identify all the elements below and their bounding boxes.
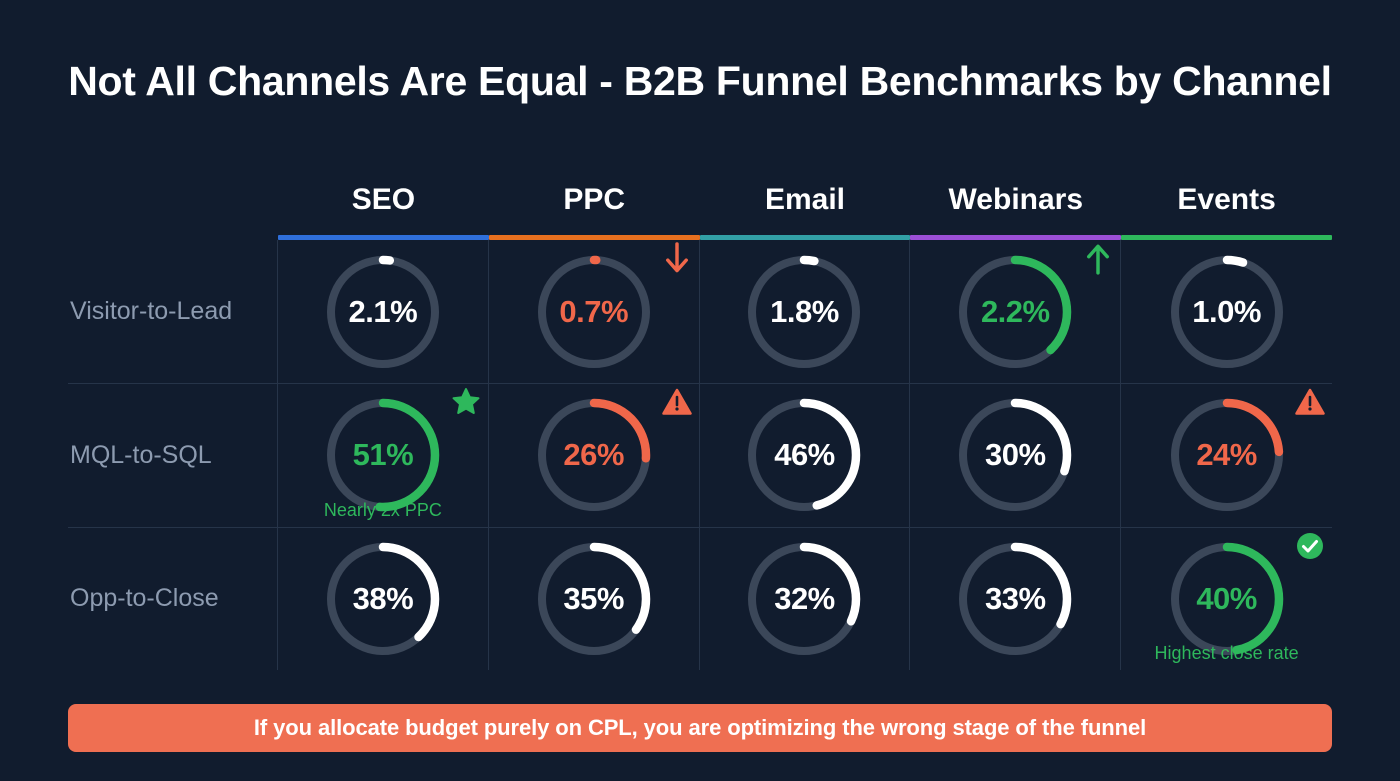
donut-gauge: 30% bbox=[951, 391, 1079, 519]
takeaway-banner-text: If you allocate budget purely on CPL, yo… bbox=[253, 715, 1147, 740]
gauge-value: 26% bbox=[563, 437, 624, 473]
column-header-label: Events bbox=[1177, 183, 1276, 216]
metric-cell: 33% bbox=[910, 526, 1122, 670]
row-label-mql-to-sql: MQL-to-SQL bbox=[68, 383, 278, 527]
donut-gauge: 40% bbox=[1163, 532, 1323, 663]
column-header-label: SEO bbox=[351, 183, 416, 216]
column-header-label: Email bbox=[764, 183, 846, 216]
column-accent-bar bbox=[699, 235, 911, 240]
gauge-value: 2.1% bbox=[348, 293, 418, 329]
grid-corner bbox=[68, 170, 278, 240]
metric-cell: 26% bbox=[488, 383, 700, 527]
metric-cell: 24% bbox=[1121, 383, 1332, 526]
cell-caption: Highest close rate bbox=[1154, 642, 1299, 663]
metric-cell: 51% Nearly 2x PPC bbox=[278, 383, 489, 527]
column-header-ppc: PPC bbox=[488, 170, 700, 240]
column-header-seo: SEO bbox=[278, 170, 489, 240]
column-header-label: PPC bbox=[563, 183, 626, 216]
metric-cell: 46% bbox=[699, 383, 911, 527]
gauge-value: 0.7% bbox=[559, 293, 629, 329]
donut-gauge: 51% bbox=[319, 388, 480, 519]
gauge-value: 30% bbox=[985, 437, 1046, 473]
metric-cell: 2.2% bbox=[910, 240, 1122, 384]
row-label-opp-to-close: Opp-to-Close bbox=[68, 526, 278, 670]
metric-cell: 0.7% bbox=[489, 240, 700, 384]
gauge-value: 24% bbox=[1196, 437, 1257, 473]
donut-gauge: 1.0% bbox=[1163, 248, 1291, 376]
donut-gauge: 24% bbox=[1163, 389, 1325, 519]
donut-gauge: 33% bbox=[951, 535, 1079, 663]
gauge-value: 40% bbox=[1196, 580, 1257, 616]
gauge-value: 33% bbox=[985, 580, 1046, 616]
donut-gauge: 0.7% bbox=[530, 241, 688, 376]
gauge-value: 2.2% bbox=[980, 293, 1050, 329]
gauge-value: 1.8% bbox=[770, 293, 839, 329]
column-header-email: Email bbox=[699, 170, 911, 240]
column-accent-bar bbox=[1121, 235, 1332, 240]
metric-cell: 30% bbox=[910, 383, 1122, 527]
column-accent-bar bbox=[488, 235, 700, 240]
star-icon bbox=[451, 387, 481, 417]
column-accent-bar bbox=[278, 235, 489, 240]
gauge-value: 38% bbox=[352, 580, 414, 616]
metric-cell: 1.8% bbox=[700, 240, 911, 384]
cell-caption: Nearly 2x PPC bbox=[323, 499, 442, 520]
gauge-value: 51% bbox=[352, 437, 414, 473]
arrow-down-icon bbox=[662, 241, 692, 274]
metric-cell: 32% bbox=[699, 526, 911, 670]
donut-gauge: 35% bbox=[530, 535, 658, 663]
metric-cell: 1.0% bbox=[1121, 240, 1332, 383]
arrow-up-icon bbox=[1083, 244, 1113, 275]
donut-gauge: 26% bbox=[530, 389, 692, 519]
gauge-value: 46% bbox=[774, 437, 835, 473]
metric-cell: 2.1% bbox=[278, 240, 489, 384]
column-header-label: Webinars bbox=[948, 183, 1084, 216]
donut-gauge: 38% bbox=[319, 535, 447, 663]
donut-gauge: 2.2% bbox=[951, 244, 1110, 376]
gauge-value: 32% bbox=[774, 580, 835, 616]
metric-cell: 38% bbox=[278, 526, 489, 670]
benchmark-grid: SEO PPC Email Webinars Events Visitor-to-Lead… bbox=[68, 170, 1332, 670]
metric-cell: 35% bbox=[488, 526, 700, 670]
gauge-value: 1.0% bbox=[1192, 293, 1261, 329]
gauge-value: 35% bbox=[563, 580, 624, 616]
warning-icon bbox=[661, 387, 692, 417]
check-circle-icon bbox=[1295, 531, 1325, 561]
page-title: Not All Channels Are Equal - B2B Funnel … bbox=[68, 58, 1332, 104]
donut-gauge: 2.1% bbox=[319, 248, 447, 376]
donut-gauge: 1.8% bbox=[740, 248, 868, 376]
donut-gauge: 46% bbox=[740, 391, 868, 519]
metric-cell: 40% Highest close rate bbox=[1121, 526, 1332, 670]
donut-gauge: 32% bbox=[740, 535, 868, 663]
column-header-webinars: Webinars bbox=[910, 170, 1122, 240]
column-accent-bar bbox=[910, 235, 1122, 240]
takeaway-banner: If you allocate budget purely on CPL, yo… bbox=[68, 704, 1332, 752]
warning-icon bbox=[1294, 387, 1325, 417]
row-label-visitor-to-lead: Visitor-to-Lead bbox=[68, 240, 278, 384]
column-header-events: Events bbox=[1121, 170, 1332, 240]
